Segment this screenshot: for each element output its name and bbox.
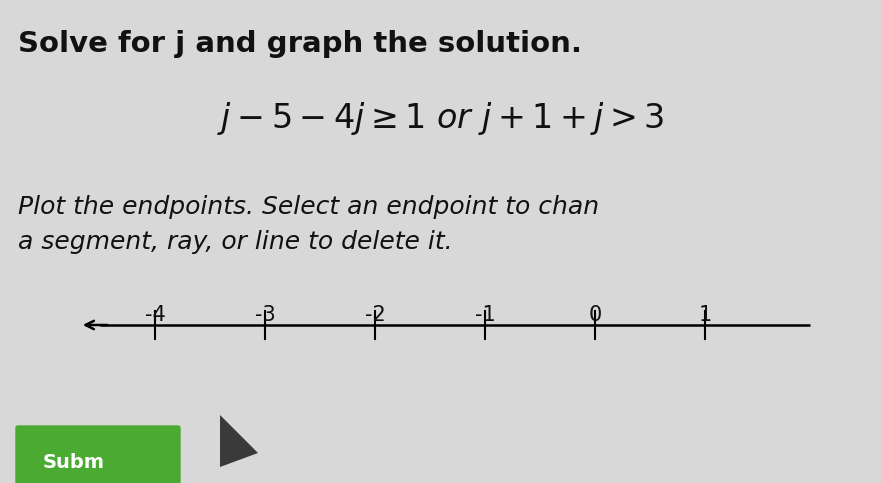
- FancyBboxPatch shape: [16, 426, 180, 483]
- Text: 0: 0: [589, 305, 602, 325]
- Text: $j-5-4j\geq 1$ or $j+1+j>3$: $j-5-4j\geq 1$ or $j+1+j>3$: [218, 100, 665, 137]
- Text: -1: -1: [475, 305, 495, 325]
- Text: Solve for j and graph the solution.: Solve for j and graph the solution.: [18, 30, 582, 58]
- Polygon shape: [220, 415, 258, 467]
- Text: a segment, ray, or line to delete it.: a segment, ray, or line to delete it.: [18, 230, 453, 254]
- Text: Subm: Subm: [43, 453, 105, 472]
- Text: 1: 1: [699, 305, 712, 325]
- Text: -4: -4: [144, 305, 166, 325]
- Text: -2: -2: [365, 305, 385, 325]
- Text: Plot the endpoints. Select an endpoint to chan: Plot the endpoints. Select an endpoint t…: [18, 195, 599, 219]
- Text: -3: -3: [255, 305, 276, 325]
